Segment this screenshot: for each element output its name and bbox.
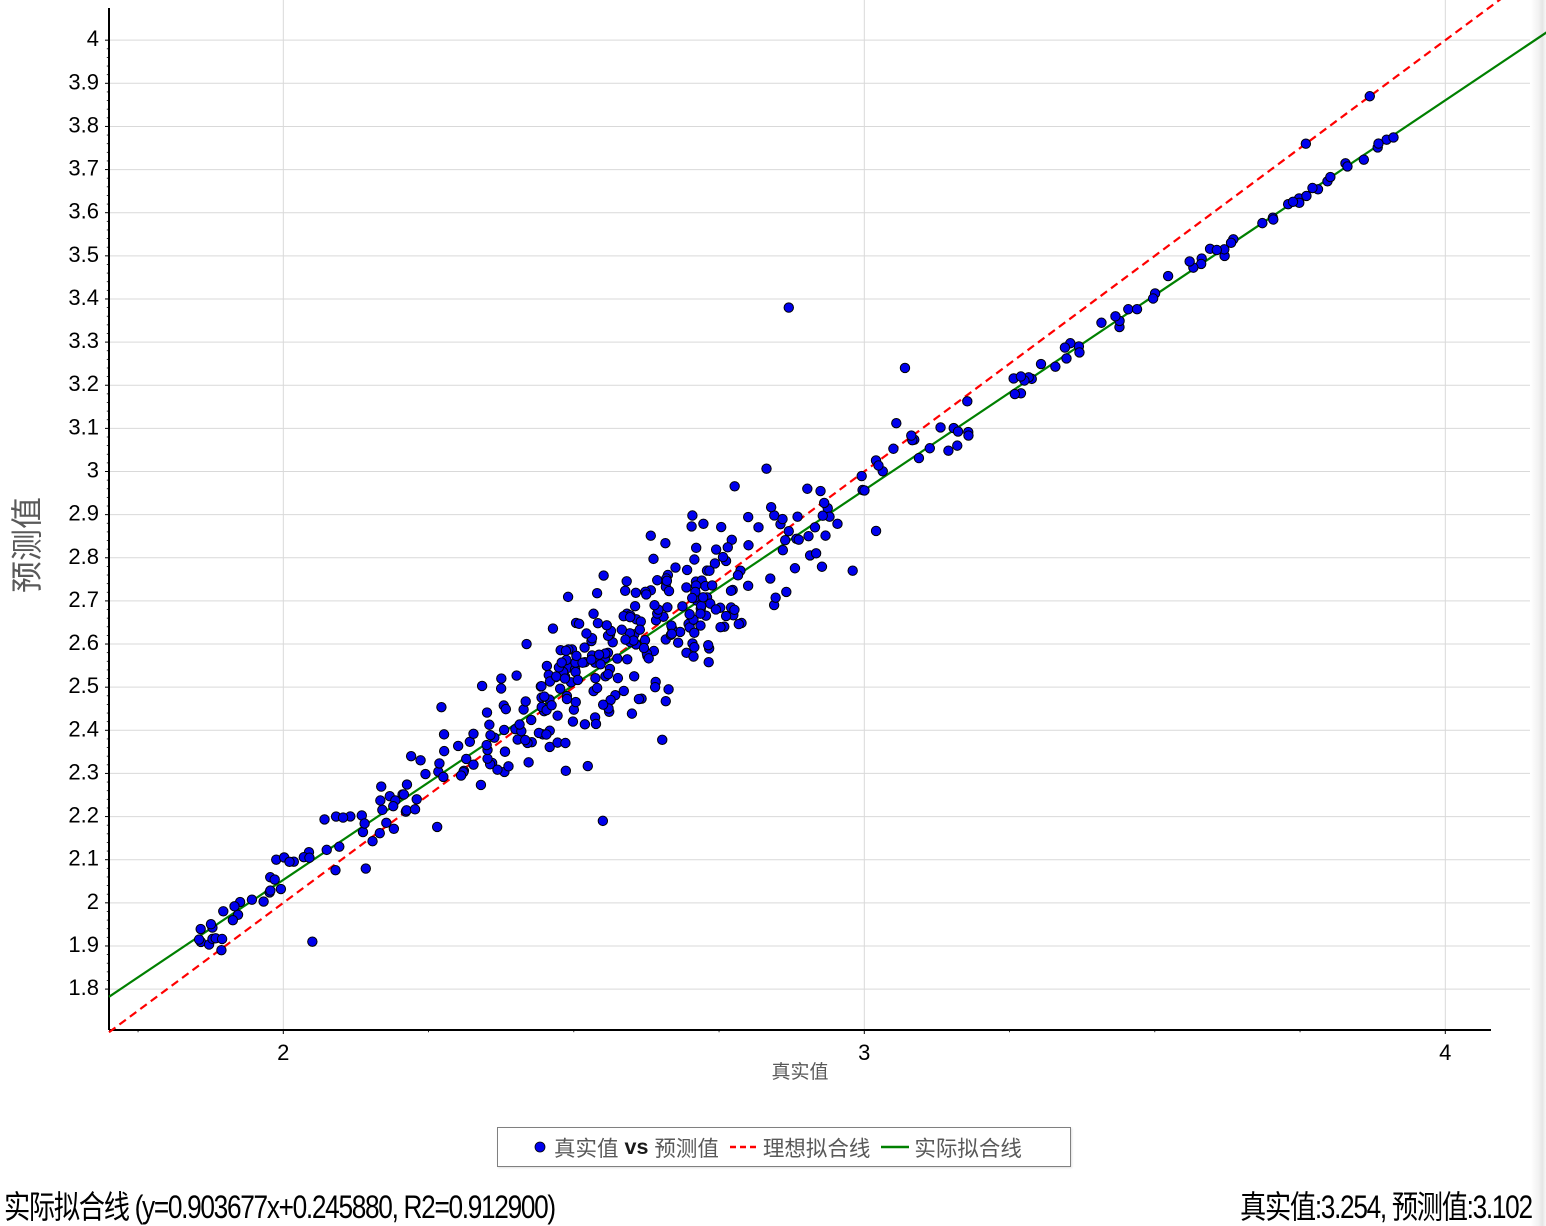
svg-text:3.9: 3.9 <box>68 69 99 94</box>
svg-text:3.4: 3.4 <box>68 285 99 310</box>
svg-text:4: 4 <box>87 26 99 51</box>
svg-text:2.1: 2.1 <box>68 846 99 871</box>
svg-text:2.2: 2.2 <box>68 803 99 828</box>
svg-text:3.7: 3.7 <box>68 156 99 181</box>
svg-text:2.4: 2.4 <box>68 716 99 741</box>
svg-text:2.5: 2.5 <box>68 673 99 698</box>
svg-text:2.7: 2.7 <box>68 587 99 612</box>
svg-text:3.6: 3.6 <box>68 199 99 224</box>
svg-text:2.8: 2.8 <box>68 544 99 569</box>
svg-text:1.8: 1.8 <box>68 975 99 1000</box>
svg-text:2.6: 2.6 <box>68 630 99 655</box>
svg-text:2.3: 2.3 <box>68 759 99 784</box>
svg-text:3.3: 3.3 <box>68 328 99 353</box>
svg-text:3.8: 3.8 <box>68 112 99 137</box>
svg-text:2.9: 2.9 <box>68 501 99 526</box>
svg-text:3.2: 3.2 <box>68 371 99 396</box>
svg-text:3.5: 3.5 <box>68 242 99 267</box>
svg-text:3: 3 <box>87 458 99 483</box>
svg-text:2: 2 <box>87 889 99 914</box>
svg-text:1.9: 1.9 <box>68 932 99 957</box>
svg-text:3.1: 3.1 <box>68 414 99 439</box>
